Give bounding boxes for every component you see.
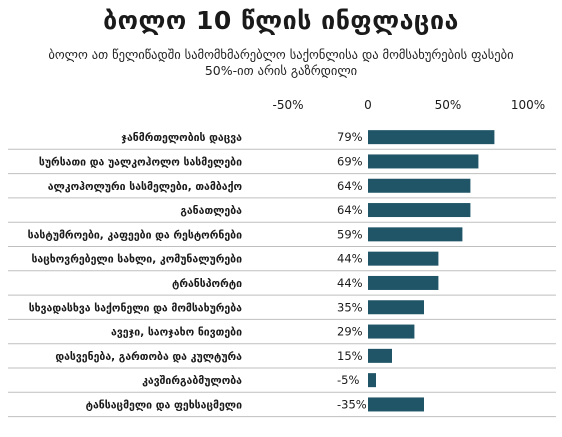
bar <box>368 324 415 339</box>
bar <box>368 178 471 193</box>
bar <box>368 275 439 290</box>
value-label: -35% <box>337 397 367 411</box>
value-label: 35% <box>337 300 363 314</box>
x-tick-label: 100% <box>511 98 545 112</box>
value-label: 59% <box>337 227 363 241</box>
category-label: სურსათი და უალკოჰოლო სასმელები <box>39 156 242 168</box>
bar <box>368 227 463 242</box>
category-label: ალკოჰოლური სასმელები, თამბაქო <box>48 181 243 193</box>
bar <box>368 348 392 363</box>
category-label: სხვადასხვა საქონელი და მომსახურება <box>29 302 242 314</box>
chart-subtitle: ბოლო ათ წელიწადში სამომხმარებლო საქონლის… <box>48 47 514 78</box>
bar <box>368 300 424 315</box>
value-label: 69% <box>337 154 363 168</box>
category-label: საცხოვრებელი სახლი, კომუნალურები <box>31 254 242 266</box>
x-tick-label: 50% <box>435 98 462 112</box>
x-tick-label: -50% <box>272 98 303 112</box>
category-label: ტანსაცმელი და ფეხსაცმელი <box>86 399 242 411</box>
value-label: 15% <box>337 349 363 363</box>
value-label: 29% <box>337 325 363 339</box>
bar <box>368 130 495 145</box>
bar <box>368 251 439 266</box>
category-label: ჯანმრთელობის დაცვა <box>121 132 242 144</box>
bar <box>368 154 479 169</box>
chart-title: ბოლო 10 წლის ინფლაცია <box>103 6 459 35</box>
category-label: ტრანსპორტი <box>172 278 242 290</box>
bar <box>368 397 424 412</box>
value-label: 44% <box>337 276 363 290</box>
bar <box>368 203 471 218</box>
category-label: სასტუმროები, კაფეები და რესტორნები <box>28 229 242 241</box>
category-label: ავეჯი, საოჯახო ნივთები <box>111 327 242 339</box>
category-label: დასვენება, გართობა და კულტურა <box>55 351 242 363</box>
category-label: კავშირგაბმულობა <box>142 375 242 387</box>
bar <box>368 373 376 388</box>
value-label: -5% <box>337 373 359 387</box>
value-label: 64% <box>337 203 363 217</box>
x-tick-label: 0 <box>364 98 372 112</box>
value-label: 64% <box>337 179 363 193</box>
value-label: 79% <box>337 130 363 144</box>
category-label: განათლება <box>180 205 242 217</box>
value-label: 44% <box>337 252 363 266</box>
